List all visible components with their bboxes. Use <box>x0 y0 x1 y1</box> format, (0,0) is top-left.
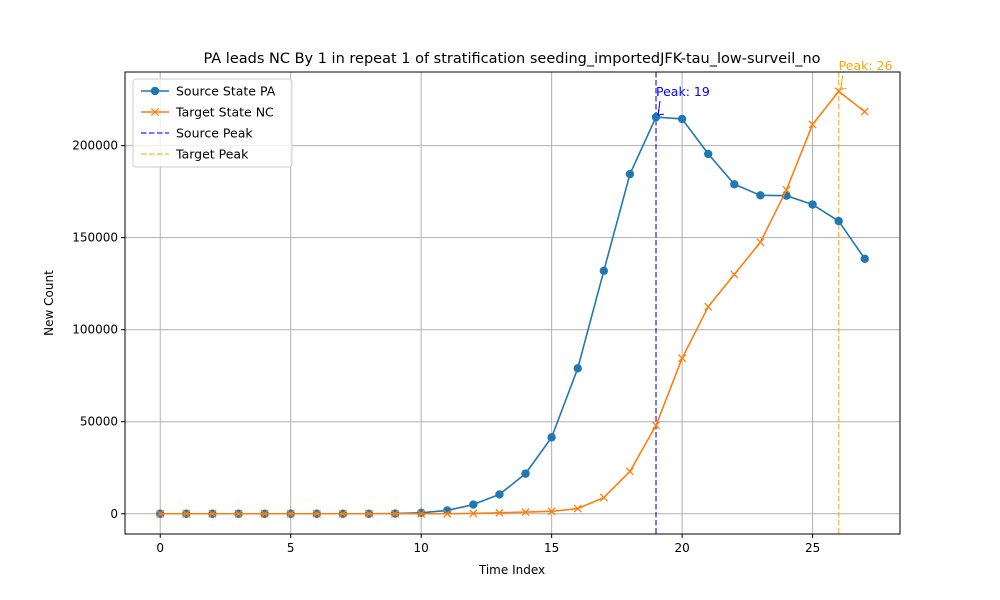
y-tick-label: 0 <box>110 507 118 521</box>
data-point <box>808 120 817 129</box>
data-point <box>860 254 869 264</box>
x-tick-label: 15 <box>544 541 559 555</box>
legend-label: Source Peak <box>176 126 253 141</box>
data-point <box>547 433 556 442</box>
legend: Source State PA Target State NC Source Pea… <box>132 78 293 168</box>
data-point <box>391 509 400 518</box>
data-point <box>730 270 739 279</box>
legend-label: Source State PA <box>176 84 276 99</box>
annotation-arrowhead <box>657 109 665 116</box>
data-point <box>860 107 869 116</box>
y-tick-label: 200000 <box>72 139 118 153</box>
x-tick-label: 25 <box>805 541 820 555</box>
data-point <box>495 490 504 499</box>
data-point <box>678 354 687 363</box>
data-point <box>651 421 661 430</box>
data-point <box>208 509 217 518</box>
data-point <box>756 191 765 200</box>
data-point <box>573 504 582 513</box>
data-point <box>469 509 478 518</box>
annotation-arrowhead <box>840 83 847 90</box>
y-axis-label: New Count <box>42 270 56 336</box>
annotation-text: Peak: 19 <box>656 84 710 99</box>
legend-box <box>132 78 293 168</box>
series-line <box>160 116 866 515</box>
data-point <box>547 507 556 516</box>
series-layer <box>156 87 869 518</box>
data-point <box>234 509 243 518</box>
data-point <box>834 216 843 226</box>
peak-lines <box>655 72 840 534</box>
data-point <box>730 180 739 189</box>
data-point <box>625 467 634 476</box>
data-point <box>416 508 426 518</box>
annotation-text: Peak: 26 <box>839 58 893 73</box>
data-point <box>364 509 374 518</box>
x-tick-label: 5 <box>287 541 295 555</box>
data-point <box>338 509 347 518</box>
x-axis-ticks: 0 5 10 15 20 25 <box>156 534 820 555</box>
data-point <box>417 509 426 518</box>
legend-marker <box>150 107 160 117</box>
series-0 <box>156 112 869 518</box>
legend-marker <box>150 86 160 96</box>
x-tick-label: 0 <box>156 541 164 555</box>
y-tick-label: 100000 <box>72 323 118 337</box>
data-point <box>286 509 295 518</box>
legend-label: Target Peak <box>175 147 249 162</box>
legend-label: Target State NC <box>175 105 274 120</box>
x-tick-label: 20 <box>674 541 689 555</box>
data-point <box>260 509 269 518</box>
data-point <box>704 149 713 159</box>
data-point <box>182 509 191 518</box>
x-tick-label: 10 <box>414 541 429 555</box>
y-tick-label: 50000 <box>80 415 118 429</box>
y-axis-ticks: 0 50000 100000 150000 200000 <box>72 139 125 521</box>
data-point <box>677 114 687 124</box>
y-tick-label: 150000 <box>72 231 118 245</box>
data-point <box>651 112 661 122</box>
data-point <box>573 364 582 373</box>
data-point <box>599 493 608 502</box>
data-point <box>625 169 635 179</box>
annotations: Peak: 19 Peak: 26 <box>656 58 893 116</box>
chart-title: PA leads NC By 1 in repeat 1 of stratifi… <box>203 51 820 67</box>
series-1 <box>156 87 869 518</box>
data-point <box>443 509 452 518</box>
data-point <box>808 200 817 209</box>
data-point <box>495 508 504 517</box>
plot-frame <box>124 71 901 535</box>
data-point <box>521 508 530 517</box>
data-point <box>756 238 765 247</box>
data-point <box>782 185 791 194</box>
x-axis-label: Time Index <box>478 563 545 577</box>
data-point <box>156 509 165 518</box>
data-point <box>469 500 478 509</box>
data-point <box>312 509 321 518</box>
data-point <box>704 302 713 311</box>
data-point <box>599 266 609 275</box>
series-line <box>160 90 866 515</box>
data-point <box>521 469 530 478</box>
